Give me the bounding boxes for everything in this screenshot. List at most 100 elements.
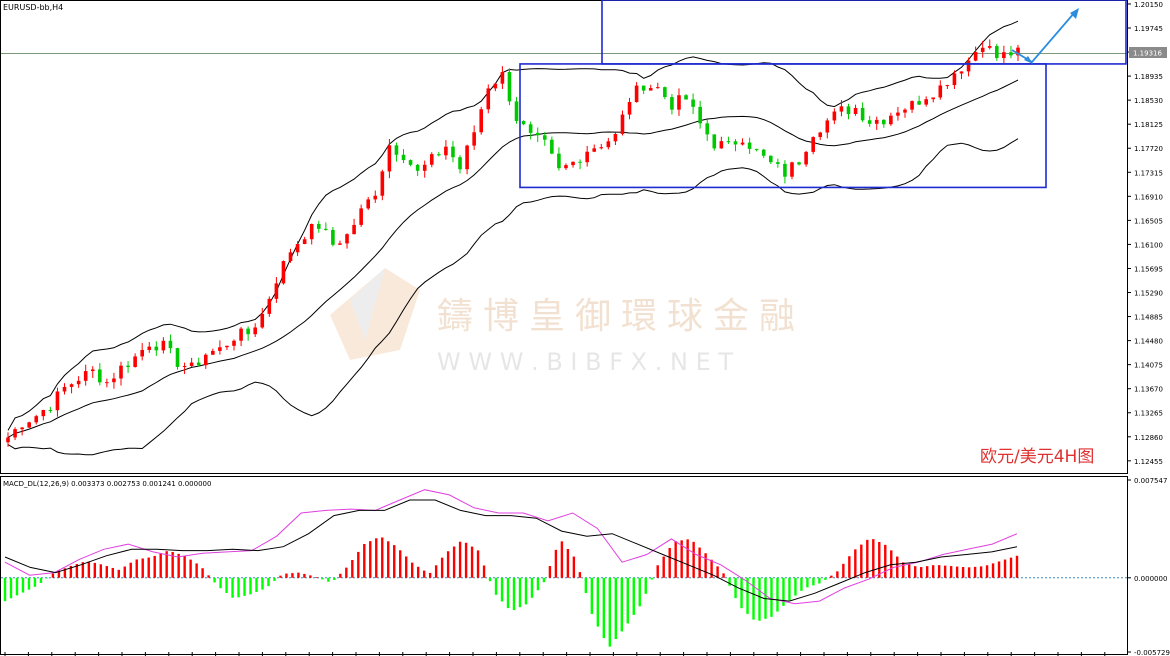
macd-histogram-bar: [728, 577, 731, 586]
candle: [641, 85, 646, 95]
macd-histogram-bar: [393, 545, 396, 578]
candle: [345, 233, 349, 249]
candle-body: [818, 132, 823, 138]
macd-histogram-bar: [656, 565, 659, 578]
macd-histogram-bar: [387, 541, 390, 578]
y-tick-label: 1.18125: [1134, 121, 1163, 129]
macd-histogram-bar: [165, 551, 168, 578]
candle-body: [698, 106, 702, 124]
candle: [246, 326, 250, 341]
macd-histogram-bar: [626, 577, 629, 624]
candle-body: [246, 328, 250, 335]
candle-body: [316, 224, 321, 229]
macd-histogram-bar: [530, 577, 534, 598]
macd-histogram-bar: [291, 573, 294, 578]
candle: [839, 100, 844, 117]
chart-annotation: 欧元/美元4H图: [980, 447, 1094, 467]
macd-histogram-bar: [884, 544, 887, 578]
macd-histogram-bar: [686, 539, 689, 578]
candle-body: [69, 384, 74, 387]
candle: [620, 110, 625, 136]
candle: [776, 158, 780, 168]
candle-body: [196, 362, 201, 366]
macd-histogram-bar: [872, 539, 875, 578]
candle-body: [790, 162, 794, 177]
macd-histogram-bar: [638, 577, 641, 607]
candle-body: [973, 51, 978, 61]
macd-histogram-bar: [117, 569, 120, 578]
candle: [592, 144, 597, 153]
macd-histogram-bar: [578, 572, 582, 578]
candle: [6, 432, 10, 447]
candle: [599, 143, 604, 150]
candle-body: [691, 99, 695, 107]
macd-histogram-bar: [410, 562, 414, 578]
candle: [966, 57, 971, 77]
candle-body: [578, 161, 582, 163]
candle-body: [521, 120, 526, 125]
candle: [288, 248, 293, 263]
candle-body: [874, 119, 879, 124]
macd-histogram-bar: [961, 567, 965, 578]
macd-histogram-bar: [572, 556, 576, 578]
macd-histogram-bar: [590, 577, 594, 614]
macd-histogram-bar: [369, 541, 372, 578]
candle: [147, 341, 152, 353]
macd-histogram-bar: [812, 577, 815, 586]
macd-histogram-bar: [800, 577, 803, 591]
candle-body: [648, 88, 653, 91]
candle: [761, 148, 766, 159]
main-chart-title: EURUSD-bb,H4: [3, 3, 63, 12]
candle-body: [627, 102, 632, 115]
candle-body: [83, 371, 88, 381]
macd-histogram-bar: [908, 564, 911, 578]
candle-body: [606, 141, 611, 148]
macd-histogram-bar: [830, 575, 833, 578]
macd-histogram-bar: [171, 551, 174, 578]
macd-histogram-bar: [123, 566, 126, 578]
y-tick-label: 1.16100: [1134, 241, 1163, 249]
macd-histogram-bar: [542, 577, 546, 583]
candle: [401, 149, 406, 164]
candle-body: [917, 101, 921, 105]
macd-histogram-bar: [273, 577, 276, 581]
candle: [571, 161, 575, 168]
macd-histogram-bar: [153, 555, 156, 578]
candle-body: [352, 224, 356, 235]
candle-body: [670, 97, 674, 110]
candle-body: [663, 87, 667, 98]
macd-histogram-bar: [315, 576, 318, 578]
candle-body: [133, 356, 137, 368]
macd-histogram-bar: [770, 577, 773, 617]
candle: [133, 353, 137, 368]
y-tick-label: 1.13670: [1134, 386, 1163, 394]
y-tick-label: 1.14480: [1134, 338, 1163, 346]
candle: [295, 241, 300, 256]
candle: [514, 97, 519, 124]
candle: [1009, 46, 1013, 59]
candle: [825, 118, 830, 139]
candle-body: [387, 145, 392, 172]
candle-body: [429, 154, 434, 165]
candle: [444, 140, 448, 160]
candle-body: [274, 283, 279, 299]
candle-body: [359, 208, 363, 225]
candle: [267, 296, 272, 317]
candle: [627, 97, 632, 120]
macd-histogram-bar: [584, 577, 588, 594]
macd-histogram-bar: [225, 577, 228, 593]
candle-body: [966, 60, 971, 72]
candle: [34, 414, 39, 425]
y-tick-label: 1.15290: [1134, 290, 1163, 298]
candle-body: [726, 141, 731, 143]
macd-histogram-bar: [321, 577, 324, 580]
macd-histogram-bar: [189, 559, 192, 578]
watermark: 鑄博皇御環球金融 W W W . B I B F X . N E T: [330, 268, 795, 376]
candle-body: [20, 427, 24, 430]
macd-histogram-bar: [848, 556, 851, 578]
macd-histogram-bar: [524, 577, 528, 605]
macd-histogram-bar: [309, 575, 312, 578]
candle: [253, 323, 258, 338]
candle: [218, 340, 222, 355]
macd-histogram-bar: [213, 577, 216, 583]
